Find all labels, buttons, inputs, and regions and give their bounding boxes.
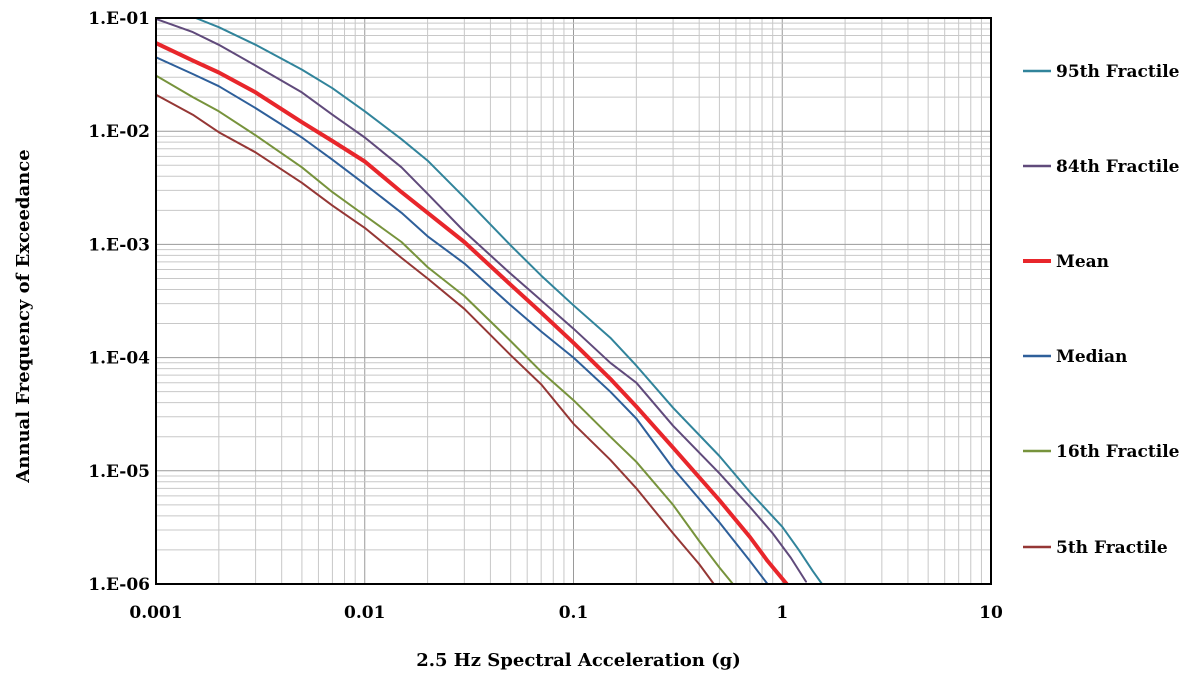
legend-label: Median (1056, 347, 1127, 367)
legend-label: 5th Fractile (1056, 538, 1168, 558)
series-line-mean (156, 43, 787, 584)
series-line-95th-fractile (196, 18, 822, 584)
y-tick-label: 1.E-03 (88, 235, 150, 255)
legend-label: 16th Fractile (1056, 442, 1180, 462)
legend-label: 95th Fractile (1056, 62, 1180, 82)
y-tick-label: 1.E-01 (88, 9, 150, 29)
y-axis-title: Annual Frequency of Exceedance (13, 149, 34, 483)
y-tick-labels: 1.E-06 1.E-05 1.E-04 1.E-03 1.E-02 1.E-01 (88, 9, 150, 595)
x-axis-title: 2.5 Hz Spectral Acceleration (g) (416, 650, 741, 671)
y-tick-label: 1.E-04 (88, 349, 150, 369)
x-tick-label: 0.01 (344, 603, 385, 623)
grid (156, 18, 991, 584)
x-tick-label: 1 (776, 603, 788, 623)
y-tick-label: 1.E-05 (88, 462, 150, 482)
x-tick-labels: 0.001 0.01 0.1 1 10 (129, 603, 1003, 623)
series-line-84th-fractile (156, 19, 806, 582)
x-tick-label: 0.001 (129, 603, 182, 623)
legend-label: Mean (1056, 252, 1109, 272)
x-tick-label: 0.1 (559, 603, 589, 623)
legend: 95th Fractile 84th Fractile Mean Median 16th… (1023, 62, 1180, 558)
x-tick-label: 10 (979, 603, 1003, 623)
y-tick-label: 1.E-02 (88, 122, 150, 142)
y-tick-label: 1.E-06 (88, 575, 150, 595)
series-line-16th-fractile (156, 76, 733, 584)
legend-label: 84th Fractile (1056, 157, 1180, 177)
